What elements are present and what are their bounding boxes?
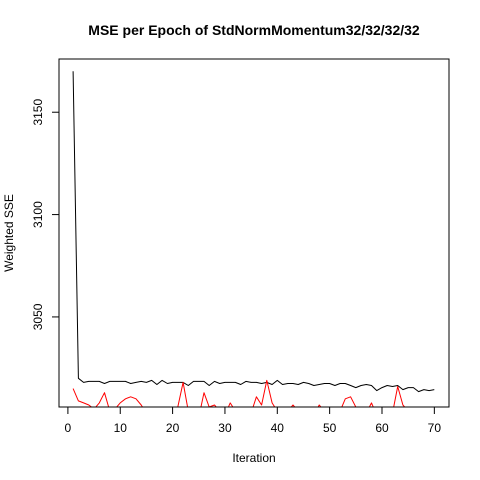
y-tick-label: 3100: [31, 201, 45, 228]
x-tick-label: 50: [323, 421, 337, 435]
x-tick-label: 0: [65, 421, 72, 435]
x-tick-label: 10: [114, 421, 128, 435]
x-tick-label: 60: [375, 421, 389, 435]
y-tick-label: 3050: [31, 303, 45, 330]
y-axis: 3050 3100 3150: [31, 99, 60, 330]
y-tick-label: 3150: [31, 99, 45, 126]
x-tick-label: 20: [166, 421, 180, 435]
x-axis-label: Iteration: [232, 451, 275, 465]
y-axis-label: Weighted SSE: [2, 194, 16, 272]
series-line-2: [72, 379, 406, 407]
chart-title: MSE per Epoch of StdNormMomentum32/32/32…: [88, 22, 420, 38]
plot-frame: [58, 58, 450, 408]
series-line-1: [72, 71, 435, 393]
x-axis: 0 10 20 30 40 50 60 70: [65, 406, 442, 435]
x-tick-label: 30: [218, 421, 232, 435]
x-tick-label: 40: [271, 421, 285, 435]
series-layer: [72, 71, 435, 407]
x-tick-label: 70: [428, 421, 442, 435]
